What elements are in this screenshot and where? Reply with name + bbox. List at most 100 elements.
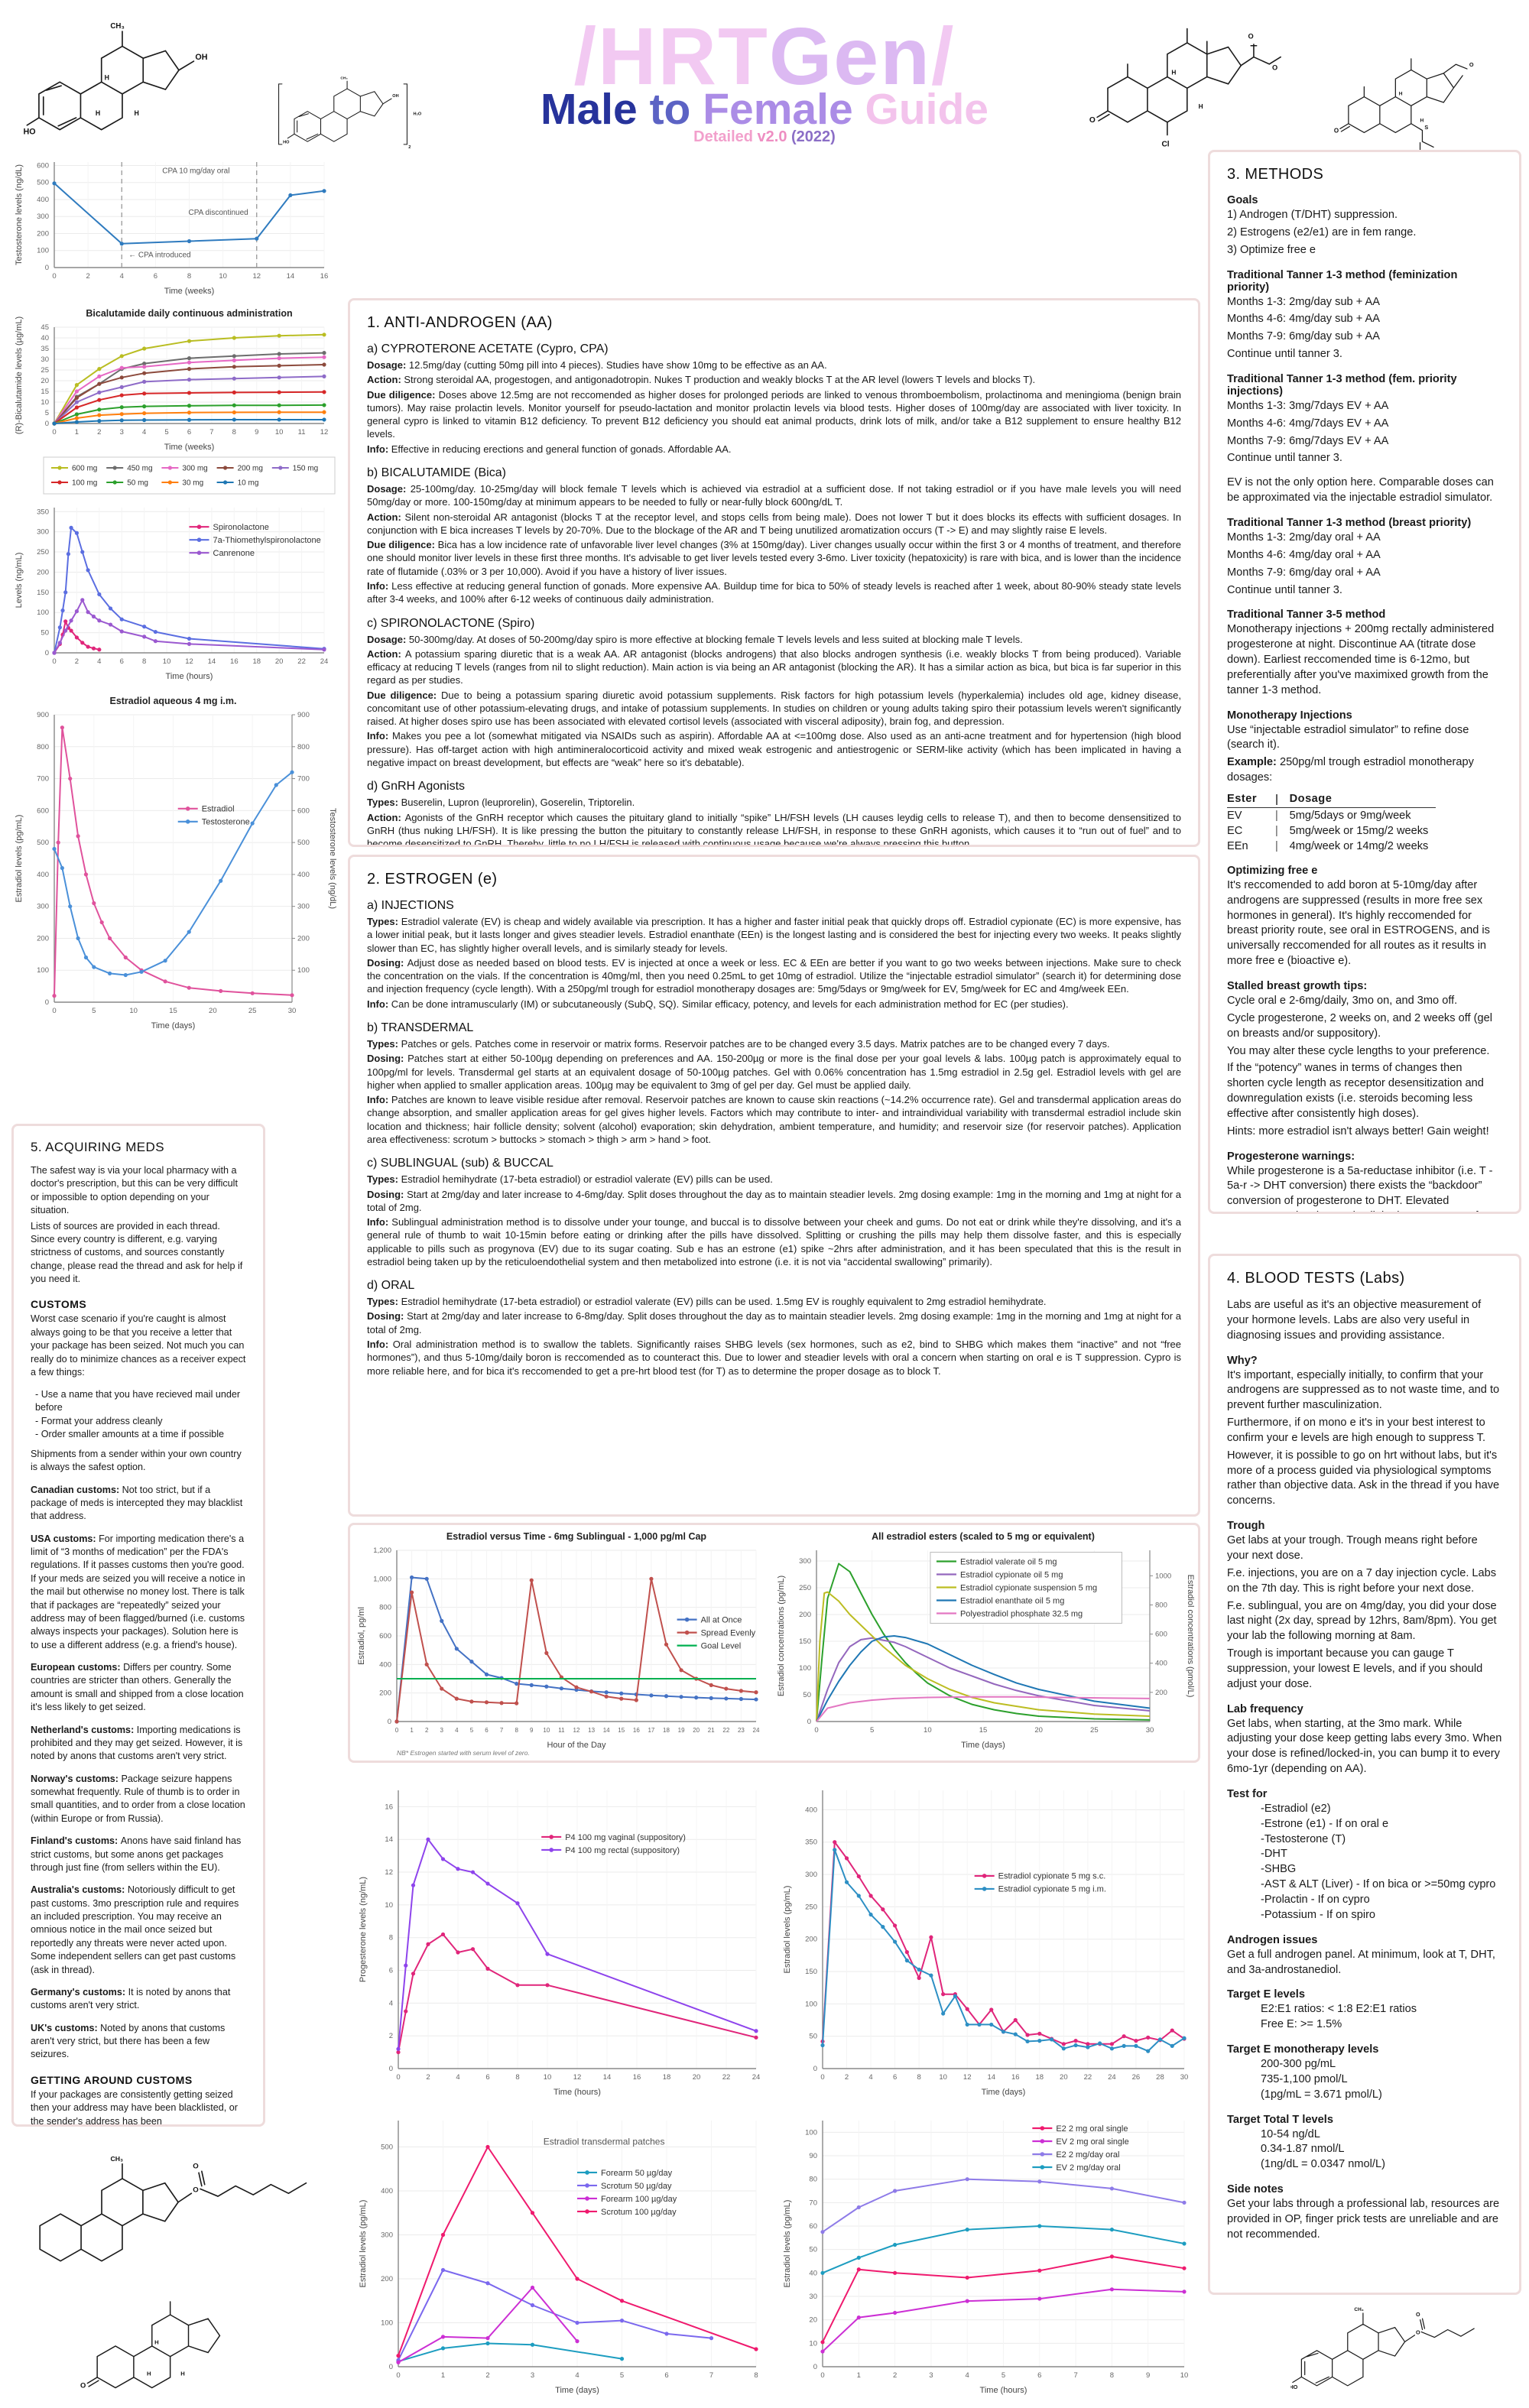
paragraph-heading: Traditional Tanner 1-3 method (breast pr… (1227, 516, 1472, 529)
svg-text:10: 10 (939, 2073, 947, 2082)
estradiol-hemihydrate-structure-diagram: HO OH CH₃ H₂O 2 (252, 70, 450, 153)
svg-text:OH: OH (392, 94, 398, 99)
svg-text:300: 300 (37, 528, 49, 537)
svg-text:18: 18 (663, 2073, 671, 2082)
text-part: Male (541, 85, 650, 134)
paragraph: Continue until tanner 3. (1227, 583, 1342, 596)
paragraph-heading: Monotherapy Injections (1227, 709, 1352, 722)
svg-text:Cl: Cl (1161, 140, 1169, 148)
svg-text:24: 24 (752, 2073, 761, 2082)
svg-text:400: 400 (297, 871, 310, 879)
svg-text:7: 7 (1073, 2371, 1077, 2380)
chart-estradiol-cypionate-sc-im: 0 50 100 150 200 250 300 350 400 0 2 4 6 8 10 12 14 16 18 2… (780, 1781, 1196, 2104)
chart-estradiol-aqueous-im: 0 100 200 300 400 500 600 700 800 900 0 5 10 15 20 25 30… (11, 692, 336, 1037)
svg-text:Time (hours): Time (hours) (553, 2088, 601, 2097)
paragraph: Info: Sublingual administration method i… (367, 1216, 1181, 1267)
subsection-heading: c) SPIRONOLACTONE (Spiro) (367, 616, 535, 630)
svg-text:Scrotum 50 µg/day: Scrotum 50 µg/day (601, 2182, 672, 2191)
svg-text:9: 9 (530, 1727, 534, 1734)
molecule-canvas: O H H H (80, 2301, 221, 2390)
svg-text:100: 100 (37, 247, 49, 255)
chart-oral-estradiol: 0 10 20 30 40 50 60 70 80 90 100 0 1 2 3 4 5 6 7 8 9 10 Estrad… (780, 2111, 1196, 2402)
svg-text:NB* Estrogen started with seru: NB* Estrogen started with serum level of… (397, 1749, 530, 1757)
cyproterone-acetate-structure-diagram: O Cl O O H H (1079, 5, 1320, 150)
svg-text:4: 4 (456, 2073, 459, 2082)
svg-text:12: 12 (252, 272, 261, 281)
svg-text:2: 2 (86, 272, 89, 281)
paragraph: Get labs at your trough. Trough means ri… (1227, 1534, 1478, 1562)
paragraph: Australia's customs: Notoriously difficu… (31, 1884, 239, 1975)
spacer (31, 1877, 246, 1884)
paragraph: Continue until tanner 3. (1227, 452, 1342, 465)
svg-text:Estradiol cypionate 5 mg i.m.: Estradiol cypionate 5 mg i.m. (998, 1885, 1106, 1894)
svg-text:CH₃: CH₃ (111, 2155, 123, 2163)
svg-text:O: O (1248, 32, 1254, 40)
svg-text:H: H (1199, 102, 1203, 110)
svg-text:14: 14 (603, 1727, 610, 1734)
paragraph-heading: Progesterone warnings: (1227, 1150, 1355, 1163)
subsection-heading: a) CYPROTERONE ACETATE (Cypro, CPA) (367, 342, 609, 355)
svg-text:1: 1 (75, 428, 79, 436)
svg-text:4: 4 (142, 428, 146, 436)
list-item: 10-54 ng/dL (1261, 2127, 1320, 2140)
svg-text:O: O (1089, 116, 1096, 125)
text-part: / (931, 11, 956, 102)
svg-text:1,200: 1,200 (373, 1546, 391, 1555)
paragraph-heading: Androgen issues (1227, 1933, 1318, 1946)
svg-text:200: 200 (297, 934, 310, 943)
svg-text:100: 100 (37, 608, 49, 617)
svg-text:0: 0 (45, 649, 49, 657)
svg-text:22: 22 (297, 657, 306, 666)
svg-text:CH₃: CH₃ (1354, 2307, 1363, 2312)
svg-text:14: 14 (385, 1835, 393, 1844)
list-item: - Use a name that you have recieved mail… (35, 1389, 241, 1413)
paragraph-heading: Why? (1227, 1354, 1258, 1367)
svg-text:200: 200 (37, 568, 49, 576)
svg-text:Testosterone: Testosterone (202, 818, 250, 827)
svg-text:14: 14 (287, 272, 295, 281)
paragraph: Cycle progesterone, 2 weeks on, and 2 we… (1227, 1011, 1492, 1040)
svg-text:2: 2 (485, 2371, 489, 2380)
spacer (31, 1526, 246, 1533)
paragraph: Types: Estradiol hemihydrate (17-beta es… (367, 1173, 773, 1186)
paragraph: Use “injectable estradiol simulator” to … (1227, 723, 1469, 751)
list-item: -Testosterone (T) (1261, 1832, 1346, 1845)
paragraph: Dosage: 25-100mg/day. 10-25mg/day will b… (367, 482, 1181, 508)
spacer (31, 2015, 246, 2022)
svg-text:1000: 1000 (1155, 1572, 1171, 1580)
paragraph-heading: Target E monotherapy levels (1227, 2043, 1379, 2056)
list-item: (1pg/mL = 3.671 pmol/L) (1261, 2088, 1382, 2101)
svg-text:400: 400 (37, 871, 49, 879)
svg-text:200: 200 (37, 934, 49, 943)
svg-text:20: 20 (809, 2316, 817, 2325)
svg-text:Estradiol concentrations (pg/m: Estradiol concentrations (pg/mL) (777, 1576, 786, 1696)
svg-text:10 mg: 10 mg (238, 479, 259, 488)
svg-text:Estradiol concentrations (pmol: Estradiol concentrations (pmol/L) (1186, 1575, 1194, 1698)
svg-text:350: 350 (805, 1838, 817, 1847)
svg-text:11: 11 (298, 428, 306, 436)
svg-text:6: 6 (485, 1727, 489, 1734)
list-item: 0.34-1.87 nmol/L (1261, 2143, 1345, 2156)
svg-text:600 mg: 600 mg (72, 465, 97, 473)
svg-text:40: 40 (41, 334, 49, 342)
svg-text:2: 2 (425, 1727, 429, 1734)
svg-text:0: 0 (52, 657, 56, 666)
svg-text:200: 200 (37, 229, 49, 238)
svg-text:16: 16 (633, 1727, 640, 1734)
paragraph: 1) Androgen (T/DHT) suppression. (1227, 209, 1398, 221)
svg-text:10: 10 (275, 428, 284, 436)
svg-text:50: 50 (809, 2246, 817, 2254)
svg-text:O: O (1469, 61, 1474, 68)
svg-text:16: 16 (633, 2073, 641, 2082)
svg-text:0: 0 (820, 2073, 824, 2082)
svg-text:30: 30 (809, 2293, 817, 2301)
paragraph: Furthermore, if on mono e it's in your b… (1227, 1417, 1486, 1444)
paragraph: Germany's customs: It is noted by anons … (31, 1986, 231, 2011)
svg-text:8: 8 (754, 2371, 758, 2380)
svg-text:100: 100 (799, 1664, 811, 1673)
svg-text:22: 22 (1084, 2073, 1092, 2082)
svg-text:600: 600 (37, 161, 49, 170)
svg-text:O: O (1416, 2328, 1420, 2335)
svg-text:9: 9 (1146, 2371, 1150, 2380)
svg-text:8: 8 (515, 1727, 518, 1734)
